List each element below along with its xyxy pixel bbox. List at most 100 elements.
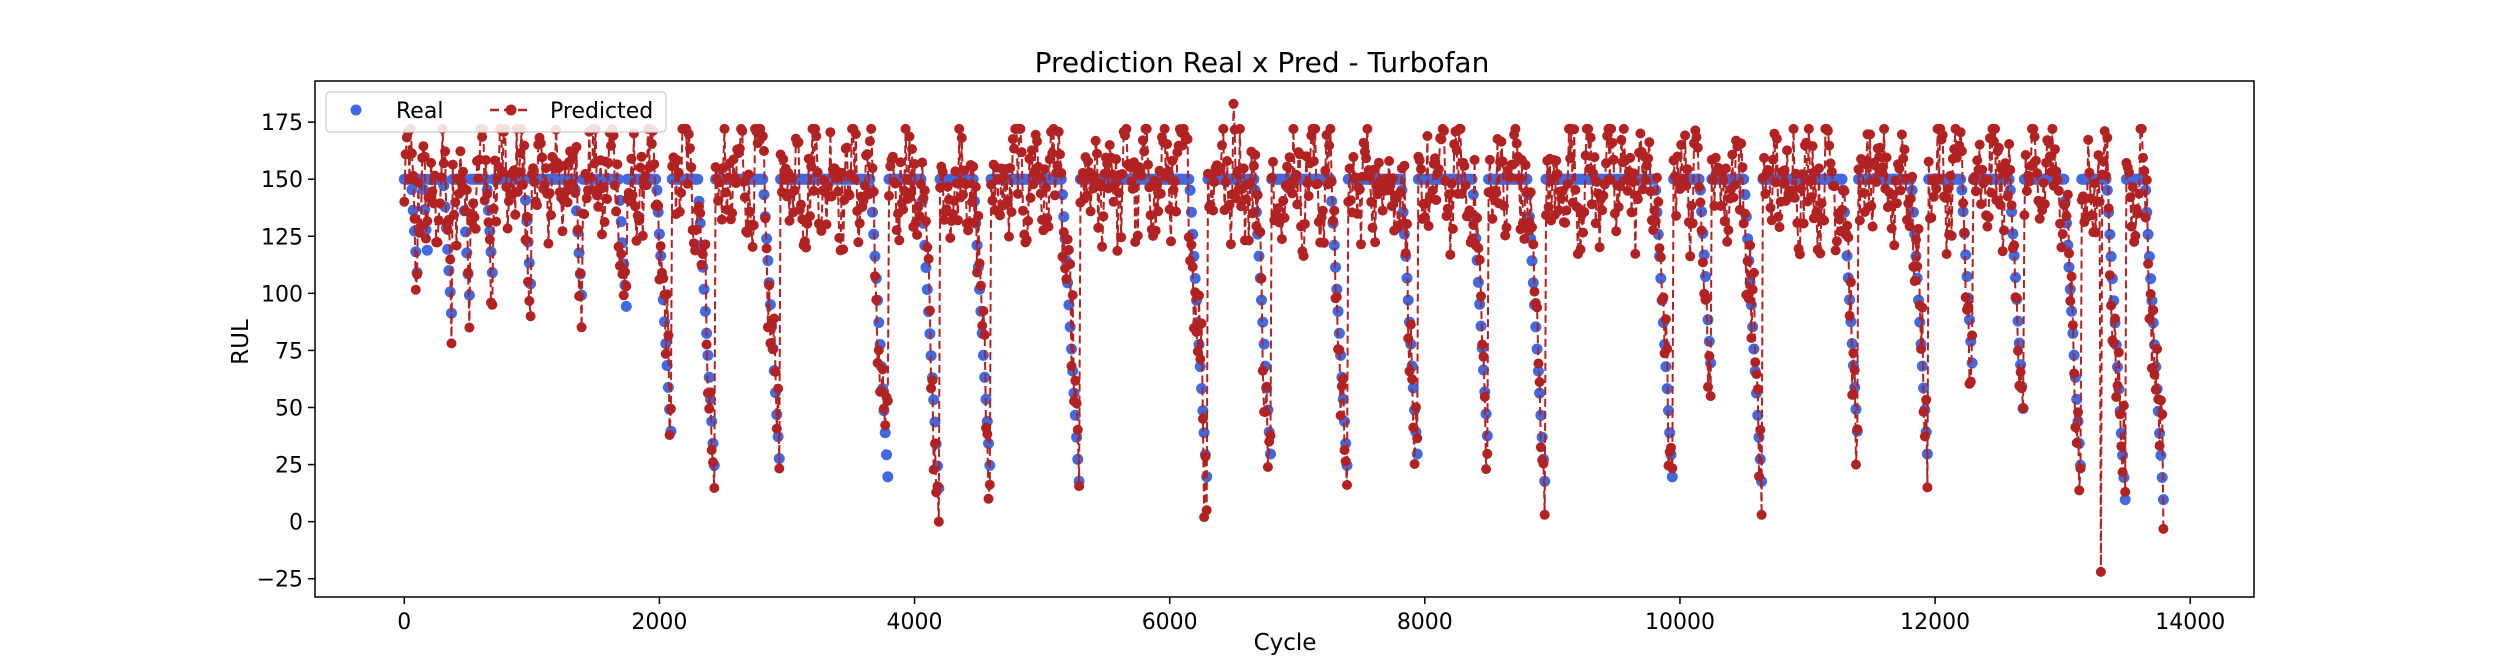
predicted-point [2141,175,2152,186]
predicted-point [1224,199,1235,210]
predicted-point [1579,207,1590,217]
real-point [1748,343,1760,355]
predicted-point [1063,244,1074,255]
predicted-point [945,233,956,243]
predicted-point [1273,203,1284,214]
predicted-point [1348,152,1359,162]
predicted-point [2043,137,2054,148]
predicted-point [2050,144,2060,155]
real-point [1536,431,1548,443]
predicted-point [1139,146,1150,157]
predicted-point [1638,184,1648,195]
predicted-point [1720,163,1731,174]
real-point [460,226,471,238]
predicted-point [844,190,855,201]
predicted-point [960,179,971,190]
predicted-point [1830,245,1841,256]
predicted-point [2028,123,2039,134]
predicted-point [1594,242,1605,253]
predicted-point [877,364,888,375]
real-point [1189,272,1201,284]
predicted-point [1843,232,1854,243]
predicted-point [1055,149,1065,160]
predicted-point [1412,433,1423,444]
predicted-point [683,129,694,140]
predicted-point [427,186,438,197]
legend-predicted-marker [505,104,517,116]
real-point [2104,228,2116,240]
y-tick-label: 125 [261,225,303,250]
predicted-point [1049,190,1060,201]
predicted-point [1768,154,1779,165]
predicted-point [2117,467,2128,478]
predicted-point [1331,291,1342,302]
predicted-point [1956,146,1967,156]
real-point [1333,327,1345,339]
predicted-point [1276,234,1287,245]
predicted-point [2032,168,2043,179]
predicted-point [745,206,755,217]
predicted-point [1182,134,1193,145]
predicted-point [1676,139,1687,150]
predicted-point [928,464,939,475]
predicted-point [778,154,789,165]
real-point [1072,453,1084,465]
predicted-point [2057,229,2068,239]
predicted-point [1899,144,1910,155]
predicted-point [2089,178,2100,189]
predicted-point [1727,149,1738,160]
predicted-point [1405,319,1416,330]
predicted-point [1053,126,1064,137]
predicted-point [1108,196,1119,207]
predicted-point [1569,124,1580,135]
predicted-point [2004,139,2015,149]
predicted-point [1737,162,1748,173]
predicted-point [760,213,771,224]
predicted-point [1553,205,1564,216]
predicted-point [1715,201,1726,211]
predicted-point [409,213,420,224]
predicted-point [1687,218,1698,229]
predicted-point [436,172,447,183]
predicted-point [2138,152,2148,163]
predicted-point [1404,366,1415,377]
predicted-point [1320,165,1331,176]
predicted-point [1126,176,1137,187]
predicted-point [973,211,984,221]
y-axis-label: RUL [228,319,254,365]
predicted-point [1248,160,1259,171]
predicted-point [737,126,748,136]
predicted-point [1645,186,1656,197]
predicted-point [1747,284,1758,295]
predicted-point [1959,227,1970,238]
predicted-point [1837,204,1847,215]
y-tick-label: 100 [261,282,303,307]
predicted-point [1208,205,1219,216]
predicted-point [572,224,583,235]
predicted-point [612,159,623,170]
predicted-point [1329,205,1340,216]
predicted-point [1510,123,1521,134]
predicted-point [1875,142,1886,153]
predicted-point [1136,170,1147,181]
predicted-point [2157,409,2168,420]
predicted-point [1427,185,1438,196]
predicted-point [1551,155,1562,166]
predicted-point [1691,132,1702,143]
predicted-point [748,220,759,231]
real-point [702,349,714,361]
real-point [1328,239,1340,251]
predicted-point [1578,227,1588,238]
predicted-point [1648,225,1659,235]
predicted-point [938,214,949,225]
chart-title: Prediction Real x Pred - Turbofan [1035,46,1490,79]
predicted-point [1877,162,1888,173]
real-point [1057,189,1068,201]
predicted-point [1408,422,1419,433]
predicted-point [1692,142,1703,153]
predicted-point [834,232,845,243]
predicted-point [535,138,546,149]
predicted-point [630,201,641,212]
predicted-point [1324,140,1335,151]
real-point [879,427,891,439]
